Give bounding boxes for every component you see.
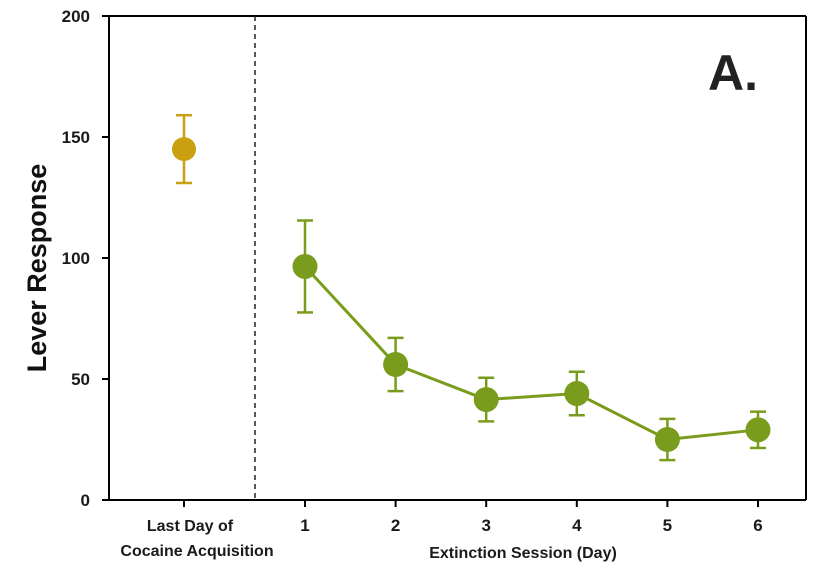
x-tick-label: 5 xyxy=(663,516,672,535)
extinction-point xyxy=(473,387,499,413)
extinction-point xyxy=(654,427,680,452)
extinction-point xyxy=(292,253,318,279)
extinction-point xyxy=(383,351,409,377)
extinction-series-line xyxy=(303,265,759,442)
axes xyxy=(108,15,807,501)
acquisition-point xyxy=(172,137,196,162)
y-axis-title: Lever Response xyxy=(22,164,52,373)
extinction-point xyxy=(564,381,590,407)
acquisition-label-line-1: Last Day of xyxy=(147,518,234,535)
x-tick-label: 6 xyxy=(753,516,762,535)
x-axis-title: Extinction Session (Day) xyxy=(429,545,617,562)
x-tick-label: 4 xyxy=(572,516,582,535)
acquisition-label-line-2: Cocaine Acquisition xyxy=(120,543,273,560)
panel-label: A. xyxy=(708,45,758,101)
series xyxy=(172,113,771,462)
x-tick-label: 3 xyxy=(481,516,490,535)
y-tick-label: 100 xyxy=(62,249,90,268)
y-tick-label: 50 xyxy=(71,370,90,389)
x-ticks: 1 2 3 4 5 6 xyxy=(183,500,763,535)
x-tick-label: 2 xyxy=(391,516,400,535)
y-tick-label: 200 xyxy=(62,7,90,26)
y-ticks: 0 50 100 150 200 xyxy=(62,7,109,510)
extinction-point xyxy=(745,417,771,443)
x-tick-label: 1 xyxy=(300,516,309,535)
y-tick-label: 0 xyxy=(81,491,90,510)
y-tick-label: 150 xyxy=(62,128,90,147)
